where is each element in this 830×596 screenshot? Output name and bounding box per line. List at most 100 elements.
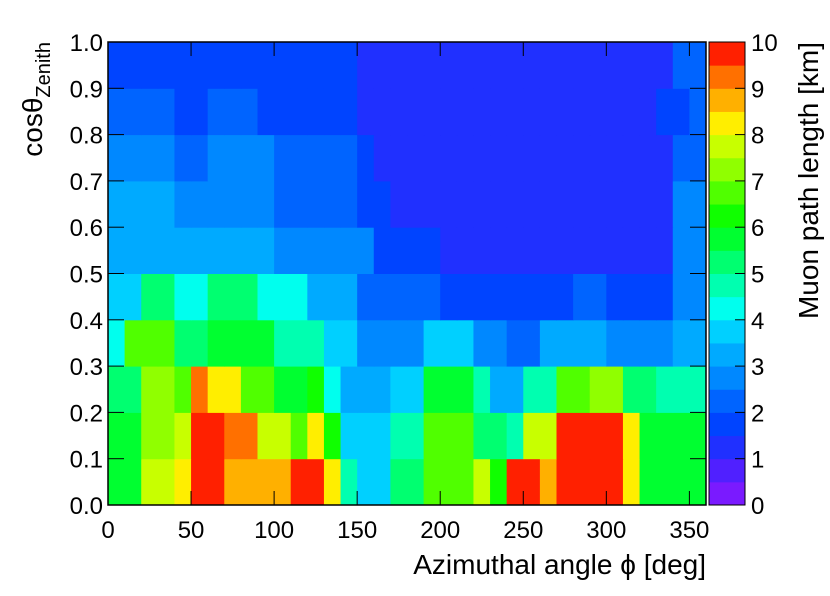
heatmap-cell	[124, 180, 142, 228]
heatmap-cell	[108, 458, 126, 506]
y-axis-title-main: cosθ	[17, 98, 48, 157]
heatmap-cell	[307, 319, 325, 367]
heatmap-cell	[174, 412, 192, 460]
heatmap-cell	[141, 366, 159, 413]
heatmap-cell	[556, 412, 574, 460]
heatmap-cell	[689, 134, 707, 182]
heatmap-cell	[340, 88, 358, 136]
heatmap-cell	[124, 319, 142, 367]
heatmap-cell	[423, 273, 441, 321]
heatmap-cell	[240, 366, 258, 413]
heatmap-cell	[240, 458, 258, 506]
heatmap-cell	[490, 412, 508, 460]
heatmap-cell	[390, 273, 408, 321]
heatmap-cell	[290, 227, 308, 274]
heatmap-cell	[290, 412, 308, 460]
colorbar-tick-label: 3	[751, 354, 764, 381]
heatmap-cell	[141, 412, 159, 460]
heatmap-cell	[456, 458, 474, 506]
heatmap-cell	[672, 88, 690, 136]
heatmap-cell	[589, 412, 607, 460]
heatmap-cell	[589, 42, 607, 89]
heatmap-cell	[539, 458, 557, 506]
heatmap-cell	[240, 88, 258, 136]
heatmap-cell	[174, 273, 192, 321]
heatmap-cell	[606, 88, 624, 136]
heatmap-cell	[539, 42, 557, 89]
heatmap-cell	[556, 134, 574, 182]
heatmap-cell	[440, 88, 458, 136]
heatmap-cell	[191, 319, 209, 367]
heatmap-cell	[539, 412, 557, 460]
heatmap-cell	[423, 180, 441, 228]
colorbar-swatch	[709, 481, 745, 506]
x-axis-title: Azimuthal angle ϕ [deg]	[413, 549, 706, 580]
heatmap-cell	[108, 227, 126, 274]
heatmap-cell	[357, 273, 375, 321]
heatmap-cell	[622, 134, 641, 182]
heatmap-cell	[224, 458, 242, 506]
heatmap-cell	[224, 366, 242, 413]
colorbar-swatch	[709, 319, 745, 344]
y-tick-label: 0.3	[70, 354, 103, 381]
colorbar-swatch	[709, 412, 745, 437]
heatmap-cell	[423, 42, 441, 89]
heatmap-cell	[340, 366, 358, 413]
heatmap-cell	[440, 412, 458, 460]
heatmap-cell	[207, 319, 225, 367]
heatmap-cell	[141, 42, 159, 89]
heatmap-cell	[124, 458, 142, 506]
heatmap-cell	[191, 134, 209, 182]
colorbar-swatch	[709, 296, 745, 321]
heatmap-cell	[407, 319, 425, 367]
heatmap-cell	[240, 180, 258, 228]
heatmap-cell	[274, 319, 292, 367]
heatmap-cell	[672, 412, 690, 460]
heatmap-cell	[290, 319, 308, 367]
heatmap-cell	[257, 42, 275, 89]
x-tick-label: 100	[254, 517, 294, 544]
colorbar-tick-label: 6	[751, 215, 764, 242]
heatmap-cell	[456, 134, 474, 182]
heatmap-cell	[390, 227, 408, 274]
heatmap-cell	[257, 273, 275, 321]
heatmap-cell	[539, 366, 557, 413]
heatmap-cell	[224, 319, 242, 367]
heatmap-cell	[556, 42, 574, 89]
heatmap-cell	[157, 366, 175, 413]
heatmap-cell	[257, 412, 275, 460]
heatmap-cell	[108, 412, 126, 460]
heatmap-cell	[490, 273, 508, 321]
heatmap-cell	[556, 180, 574, 228]
heatmap-cell	[473, 180, 491, 228]
heatmap-cell	[307, 134, 325, 182]
heatmap-cell	[373, 319, 391, 367]
heatmap-cell	[108, 273, 126, 321]
heatmap-cell	[207, 412, 225, 460]
heatmap-cell	[124, 88, 142, 136]
heatmap-cell	[141, 134, 159, 182]
heatmap-cell	[506, 366, 524, 413]
colorbar-swatch	[709, 157, 745, 182]
heatmap-cell	[240, 42, 258, 89]
heatmap-cell	[407, 134, 425, 182]
heatmap-cell	[124, 227, 142, 274]
heatmap-cell	[589, 88, 607, 136]
heatmap-cell	[589, 319, 607, 367]
heatmap-cell	[440, 458, 458, 506]
heatmap-cell	[323, 412, 342, 460]
heatmap-cell	[108, 319, 126, 367]
heatmap-cell	[340, 412, 358, 460]
x-tick-label: 50	[178, 517, 205, 544]
heatmap-cell	[373, 42, 391, 89]
heatmap-cell	[456, 319, 474, 367]
colorbar-tick-label: 5	[751, 262, 764, 289]
heatmap-cell	[390, 134, 408, 182]
heatmap-cell	[141, 180, 159, 228]
colorbar-tick-label: 7	[751, 169, 764, 196]
heatmap-cell	[207, 88, 225, 136]
heatmap-cell	[573, 366, 591, 413]
heatmap-cell	[390, 180, 408, 228]
heatmap-cell	[157, 412, 175, 460]
heatmap-cell	[473, 273, 491, 321]
